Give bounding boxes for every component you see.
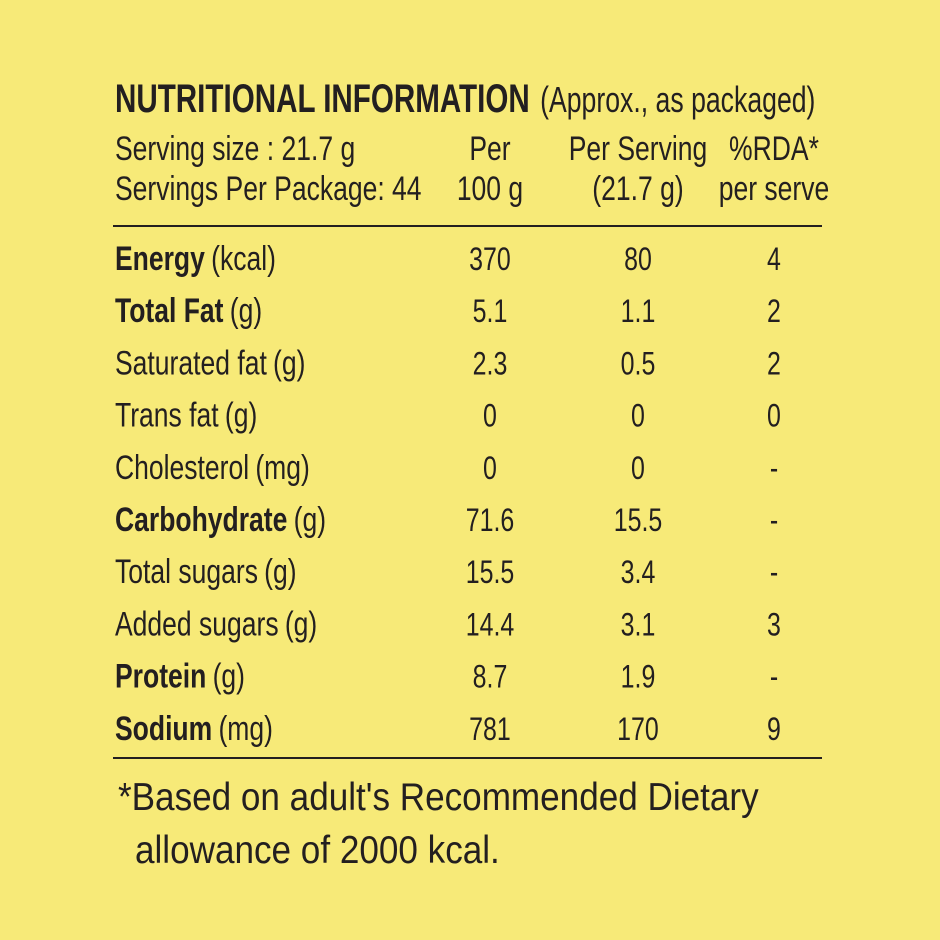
nutrient-value: 2	[767, 347, 781, 383]
nutrient-value: 3	[767, 608, 781, 644]
nutrient-name: Carbohydrate	[115, 501, 287, 539]
nutrient-unit: (g)	[285, 605, 317, 643]
nutrient-value: 15.5	[614, 503, 663, 539]
nutrient-unit: (g)	[264, 553, 296, 591]
nutrient-value: 5.1	[473, 294, 508, 330]
nutrient-unit: (g)	[225, 396, 257, 434]
nutrient-name: Sodium	[115, 710, 212, 748]
column-header: Per	[469, 130, 510, 168]
nutrient-value: 0	[483, 399, 497, 435]
row-label: Total sugars (g)	[115, 553, 297, 591]
column-header: Per Serving	[569, 130, 708, 168]
nutrient-value: -	[770, 451, 778, 487]
nutrient-value: -	[770, 555, 778, 591]
nutrient-name: Added sugars	[115, 605, 279, 643]
row-label: Sodium (mg)	[115, 710, 273, 748]
column-header: per serve	[719, 170, 830, 208]
nutrient-value: 3.1	[621, 608, 656, 644]
nutrient-value: 0	[631, 399, 645, 435]
nutrient-value: 170	[617, 712, 659, 748]
nutrient-value: 80	[624, 242, 652, 278]
title: NUTRITIONAL INFORMATION (Approx., as pack…	[115, 77, 815, 121]
title-note: (Approx., as packaged)	[540, 79, 815, 120]
nutrient-value: 8.7	[473, 660, 508, 696]
nutrient-name: Total sugars	[115, 553, 258, 591]
nutrient-name: Total Fat	[115, 292, 224, 330]
nutrient-value: 0	[767, 399, 781, 435]
nutrient-value: 9	[767, 712, 781, 748]
nutrient-value: 370	[469, 242, 511, 278]
row-label: Energy (kcal)	[115, 240, 276, 278]
nutrient-name: Energy	[115, 240, 205, 278]
footnote: *Based on adult's Recommended Dietary	[118, 774, 759, 818]
nutrient-value: 781	[469, 712, 511, 748]
serving-info: Servings Per Package: 44	[115, 170, 422, 208]
nutrient-value: -	[770, 503, 778, 539]
row-label: Total Fat (g)	[115, 292, 262, 330]
nutrient-name: Protein	[115, 657, 206, 695]
nutrient-unit: (mg)	[255, 449, 309, 487]
title-text: NUTRITIONAL INFORMATION	[115, 77, 530, 121]
row-label: Protein (g)	[115, 657, 245, 695]
nutrient-value: 2	[767, 294, 781, 330]
serving-info: Serving size : 21.7 g	[115, 130, 355, 168]
nutrient-value: 4	[767, 242, 781, 278]
nutrient-value: 3.4	[621, 555, 656, 591]
row-label: Saturated fat (g)	[115, 344, 305, 382]
nutrient-value: 1.1	[621, 294, 656, 330]
nutrient-value: 0	[483, 451, 497, 487]
row-label: Added sugars (g)	[115, 605, 317, 643]
nutrient-value: -	[770, 660, 778, 696]
nutrient-unit: (kcal)	[211, 240, 276, 278]
row-label: Carbohydrate (g)	[115, 501, 326, 539]
footnote: allowance of 2000 kcal.	[135, 827, 500, 871]
nutrient-name: Cholesterol	[115, 449, 249, 487]
column-header: (21.7 g)	[592, 170, 683, 208]
nutrient-unit: (g)	[294, 501, 326, 539]
nutrient-value: 0	[631, 451, 645, 487]
nutrient-unit: (g)	[230, 292, 262, 330]
nutrient-name: Saturated fat	[115, 344, 267, 382]
nutrient-unit: (g)	[273, 344, 305, 382]
column-header: 100 g	[457, 170, 523, 208]
nutrient-value: 1.9	[621, 660, 656, 696]
label-content: NUTRITIONAL INFORMATION (Approx., as pack…	[115, 77, 829, 872]
nutrient-unit: (mg)	[218, 710, 272, 748]
row-label: Cholesterol (mg)	[115, 449, 310, 487]
column-header: %RDA*	[729, 130, 819, 168]
nutrient-value: 0.5	[621, 347, 656, 383]
nutrient-value: 71.6	[466, 503, 515, 539]
nutrient-value: 15.5	[466, 555, 515, 591]
row-label: Trans fat (g)	[115, 396, 257, 434]
nutrient-unit: (g)	[213, 657, 245, 695]
nutrient-name: Trans fat	[115, 396, 219, 434]
nutrient-value: 2.3	[473, 347, 508, 383]
nutrient-value: 14.4	[466, 608, 515, 644]
